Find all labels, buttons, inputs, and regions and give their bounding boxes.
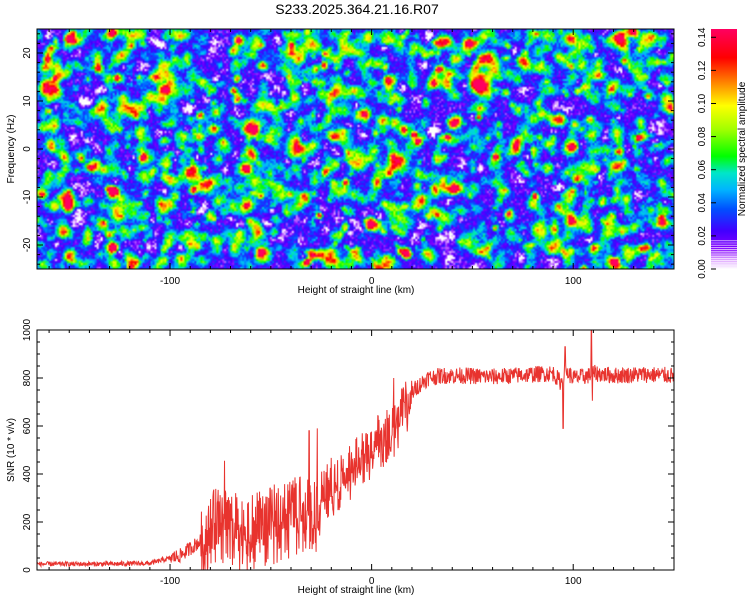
- chart-title: S233.2025.364.21.16.R07: [275, 1, 439, 17]
- y-tick-label: -20: [22, 237, 33, 252]
- heatmap-x-label: Height of straight line (km): [298, 285, 415, 296]
- snr-series-line: [37, 330, 674, 570]
- snr-x-ticks: -100 0 100: [48, 330, 675, 587]
- snr-y-label: SNR (10 * v/v): [6, 418, 17, 482]
- y-tick-label: 600: [22, 417, 33, 434]
- x-tick-label: -100: [160, 576, 180, 587]
- colorbar-tick-label: 0.00: [697, 259, 708, 279]
- heatmap-x-ticks: -100 0 100: [48, 29, 675, 287]
- snr-x-label: Height of straight line (km): [298, 585, 415, 596]
- colorbar-tick-label: 0.06: [697, 160, 708, 180]
- colorbar-tick-label: 0.02: [697, 226, 708, 246]
- colorbar-ticks: 0.00 0.02 0.04 0.06 0.08 0.10 0.12 0.14: [697, 27, 737, 279]
- y-tick-label: 400: [22, 465, 33, 482]
- heatmap-y-ticks: -20 -10 0 10 20: [22, 33, 674, 265]
- colorbar-tick-label: 0.10: [697, 93, 708, 113]
- y-tick-label: -10: [22, 189, 33, 204]
- y-tick-label: 1000: [22, 318, 33, 341]
- x-tick-label: 0: [369, 576, 375, 587]
- y-tick-label: 10: [22, 95, 33, 107]
- y-tick-label: 800: [22, 369, 33, 386]
- y-tick-label: 0: [22, 567, 33, 573]
- colorbar: 0.00 0.02 0.04 0.06 0.08 0.10 0.12 0.14 Normali…: [697, 27, 748, 279]
- colorbar-tick-label: 0.12: [697, 60, 708, 80]
- x-tick-label: 100: [565, 276, 582, 287]
- snr-line-chart: -100 0 100 0 200 400 600 800 1000 Height of str…: [6, 318, 675, 596]
- heatmap-image: [37, 29, 674, 269]
- x-tick-label: -100: [160, 276, 180, 287]
- y-tick-label: 0: [22, 146, 33, 152]
- colorbar-tick-label: 0.04: [697, 193, 708, 213]
- x-tick-label: 0: [369, 276, 375, 287]
- y-tick-label: 200: [22, 513, 33, 530]
- colorbar-tick-label: 0.08: [697, 126, 708, 146]
- snr-y-ticks: 0 200 400 600 800 1000: [22, 318, 674, 573]
- y-tick-label: 20: [22, 47, 33, 59]
- x-tick-label: 100: [565, 576, 582, 587]
- colorbar-label: Normalized spectral amplitude: [737, 81, 748, 216]
- colorbar-tick-label: 0.14: [697, 27, 708, 47]
- heatmap-y-label: Frequency (Hz): [6, 115, 17, 184]
- colorbar-gradient: [711, 29, 737, 269]
